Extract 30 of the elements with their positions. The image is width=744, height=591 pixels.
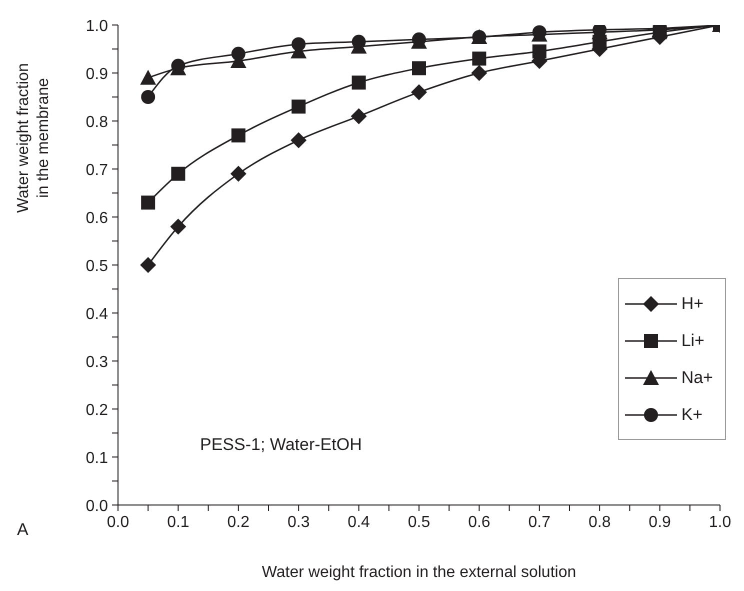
legend-label: Na+: [681, 368, 713, 388]
y-tick-label: 0.6: [86, 210, 108, 227]
legend-label: H+: [681, 294, 704, 314]
x-tick-label: 0.6: [468, 514, 490, 531]
x-tick-label: 0.3: [287, 514, 310, 531]
y-tick-label: 0.2: [86, 402, 108, 419]
y-tick-label: 0.0: [86, 498, 108, 515]
annotation: PESS-1; Water-EtOH: [200, 435, 362, 455]
x-tick-label: 1.0: [708, 514, 732, 531]
x-tick-label: 0.8: [588, 514, 611, 531]
x-tick-label: 0.9: [648, 514, 672, 531]
x-tick-label: 0.1: [167, 514, 190, 531]
y-tick-label: 0.8: [86, 114, 108, 131]
x-axis-title: Water weight fraction in the external solution: [262, 564, 576, 581]
x-tick-label: 0.0: [106, 514, 130, 531]
y-tick-label: 0.4: [86, 306, 108, 323]
x-tick-label: 0.7: [528, 514, 551, 531]
x-tick-label: 0.2: [227, 514, 250, 531]
x-tick-label: 0.5: [408, 514, 430, 531]
y-tick-label: 0.1: [86, 450, 108, 467]
text: A: [17, 520, 28, 540]
y-tick-label: 0.7: [86, 162, 108, 179]
x-tick-label: 0.4: [348, 514, 370, 531]
y-tick-label: 0.9: [86, 66, 108, 83]
y-tick-label: 0.5: [86, 258, 108, 275]
y-axis-title: Water weight fraction in the membrane: [15, 63, 52, 213]
y-tick-label: 1.0: [86, 18, 108, 35]
legend-label: K+: [681, 404, 703, 424]
y-tick-label: 0.3: [86, 354, 108, 371]
legend-label: Li+: [681, 330, 704, 350]
